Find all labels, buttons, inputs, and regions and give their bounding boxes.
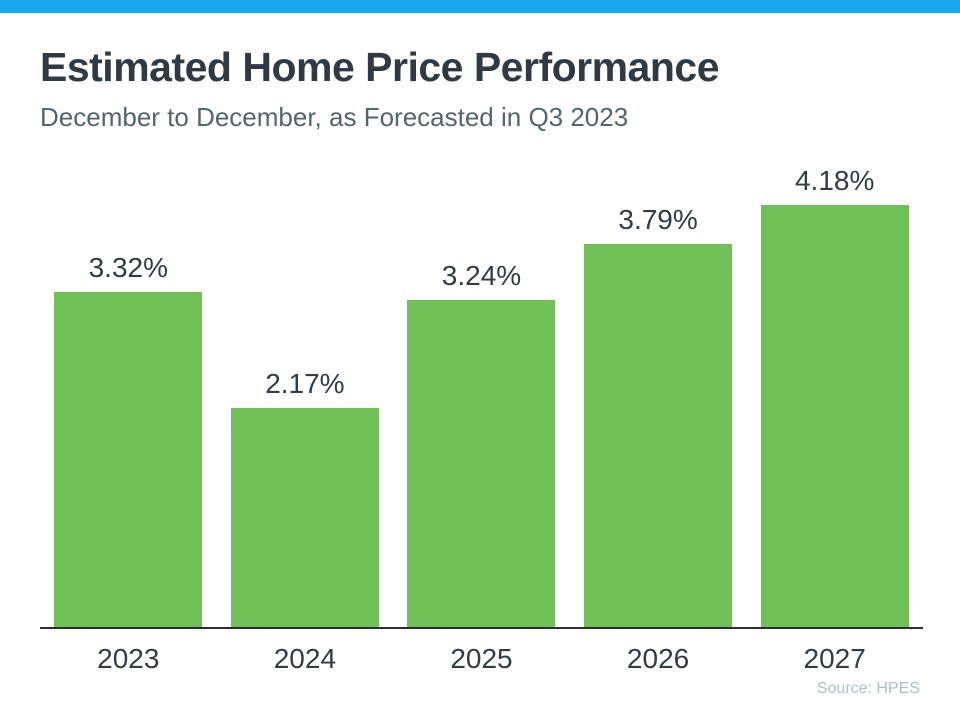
bar-2027 xyxy=(760,205,909,627)
bar-slot: 2.17% xyxy=(217,160,394,627)
page-title: Estimated Home Price Performance xyxy=(40,44,720,90)
bar-slot: 3.79% xyxy=(570,160,747,627)
plot-area: 3.32% 2.17% 3.24% 3.79% 4.18% xyxy=(40,160,923,627)
bar-value-label: 3.24% xyxy=(441,260,522,291)
bar-value-label: 3.79% xyxy=(618,204,698,235)
x-axis-label-2025: 2025 xyxy=(450,643,513,674)
bar-value-label: 2.17% xyxy=(265,368,345,399)
bar-value-label: 4.18% xyxy=(794,165,875,196)
bar-chart: 3.32% 2.17% 3.24% 3.79% 4.18% 2023 2024 2025 20… xyxy=(40,160,923,675)
source-caption: Source: HPES xyxy=(816,680,920,697)
x-axis-label-2023: 2023 xyxy=(97,643,160,674)
bar-2023 xyxy=(54,292,203,627)
x-axis-line xyxy=(40,627,923,629)
bar-value-label: 3.32% xyxy=(88,252,168,283)
x-axis-label-2026: 2026 xyxy=(626,643,690,674)
bar-slot: 3.24% xyxy=(393,160,570,627)
x-axis-label-2024: 2024 xyxy=(273,643,337,674)
x-axis-labels: 2023 2024 2025 2026 2027 xyxy=(40,643,923,675)
bar-2025 xyxy=(407,300,556,627)
bar-slot: 4.18% xyxy=(746,160,923,627)
bar-2026 xyxy=(584,244,733,627)
page-subtitle: December to December, as Forecasted in Q… xyxy=(40,102,629,132)
x-axis-label-2027: 2027 xyxy=(803,643,866,674)
bar-2024 xyxy=(230,408,379,627)
bar-slot: 3.32% xyxy=(40,160,217,627)
top-accent-bar xyxy=(0,0,960,13)
